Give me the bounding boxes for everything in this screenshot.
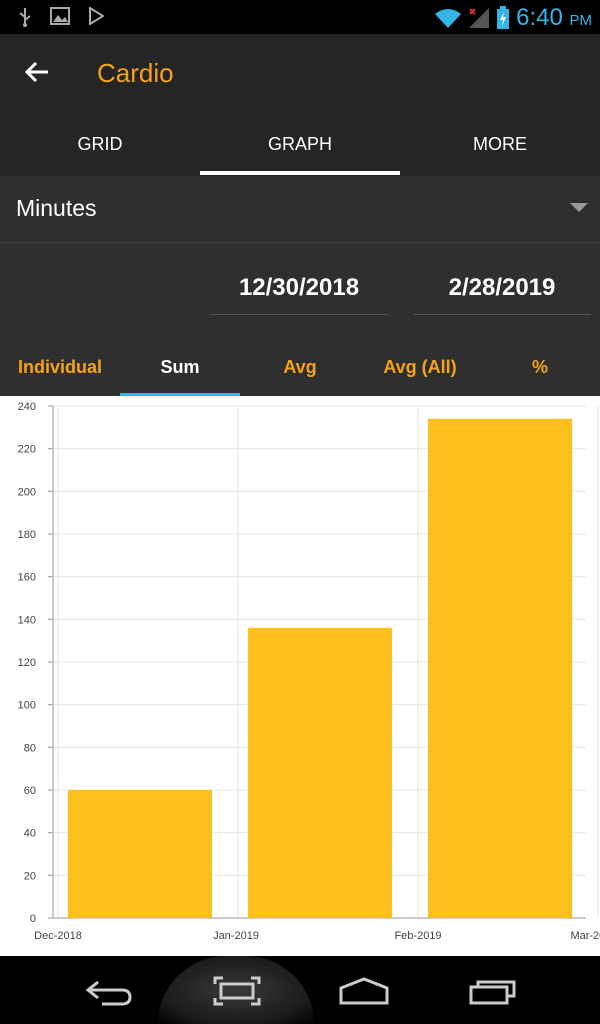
y-tick-label: 0 xyxy=(30,913,36,925)
chart-area: 0 20 40 60 80 100 120 140 160 180 200 220 240 Dec-201… xyxy=(0,396,600,956)
metric-value: Minutes xyxy=(16,195,97,221)
y-tick-label: 40 xyxy=(24,828,36,840)
y-tick-label: 80 xyxy=(24,742,36,754)
graph-controls: Minutes 12/30/2018 2/28/2019 Individual … xyxy=(0,176,600,396)
image-icon xyxy=(50,7,70,25)
play-store-icon xyxy=(89,7,104,25)
y-tick-label: 60 xyxy=(24,785,36,797)
signal-icon xyxy=(469,8,490,28)
status-bar: 6:40 PM xyxy=(0,0,600,34)
mode-avg[interactable]: Avg xyxy=(283,357,317,377)
tab-graph[interactable]: GRAPH xyxy=(200,116,400,176)
tab-bar: GRID GRAPH MORE xyxy=(0,116,600,176)
back-arrow-icon[interactable] xyxy=(22,56,54,88)
mode-tabs: Individual Sum Avg Avg (All) % xyxy=(0,336,600,396)
y-tick-label: 180 xyxy=(18,529,36,541)
wifi-icon xyxy=(435,9,462,28)
tab-grid[interactable]: GRID xyxy=(77,134,123,154)
page-title: Cardio xyxy=(97,58,174,88)
y-tick-label: 100 xyxy=(18,700,36,712)
bar xyxy=(428,418,572,918)
y-tick-label: 140 xyxy=(18,614,36,626)
screenshot-nav-icon[interactable] xyxy=(213,976,261,1006)
recents-nav-icon[interactable] xyxy=(468,976,520,1006)
back-nav-icon[interactable] xyxy=(84,976,132,1006)
mode-sum[interactable]: Sum xyxy=(120,336,240,396)
dropdown-caret-icon xyxy=(570,203,588,212)
mode-individual[interactable]: Individual xyxy=(17,357,102,377)
mode-avg-all[interactable]: Avg (All) xyxy=(383,357,457,377)
bar-chart: 0 20 40 60 80 100 120 140 160 180 200 220 240 Dec-201… xyxy=(18,401,600,942)
tab-more[interactable]: MORE xyxy=(473,134,527,154)
bar xyxy=(248,627,392,918)
app-bar: Cardio xyxy=(0,34,600,116)
end-date-field[interactable]: 2/28/2019 xyxy=(413,256,591,315)
x-tick-label: Dec-2018 xyxy=(34,930,82,942)
y-tick-label: 120 xyxy=(18,657,36,669)
y-tick-label: 160 xyxy=(18,572,36,584)
y-tick-label: 220 xyxy=(18,444,36,456)
mode-percent[interactable]: % xyxy=(531,357,548,377)
home-nav-icon[interactable] xyxy=(338,976,390,1006)
metric-dropdown[interactable]: Minutes xyxy=(0,176,600,243)
x-tick-label: Jan-2019 xyxy=(213,930,259,942)
x-tick-label: Mar-2019 xyxy=(570,930,600,942)
y-tick-label: 20 xyxy=(24,870,36,882)
system-nav-bar xyxy=(0,956,600,1024)
y-tick-label: 240 xyxy=(18,401,36,413)
usb-icon xyxy=(19,8,31,27)
y-tick-label: 200 xyxy=(18,486,36,498)
x-tick-label: Feb-2019 xyxy=(394,930,441,942)
battery-icon xyxy=(497,6,510,29)
bar xyxy=(68,790,212,918)
start-date-field[interactable]: 12/30/2018 xyxy=(210,256,388,315)
clock: 6:40 PM xyxy=(516,4,592,31)
